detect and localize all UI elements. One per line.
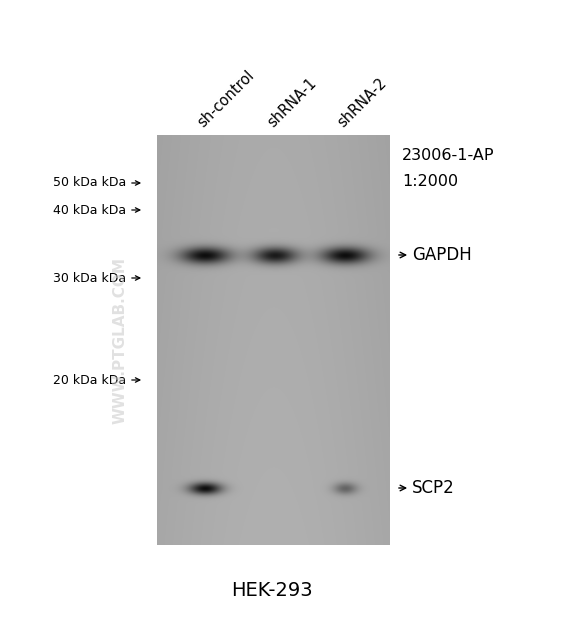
Text: sh-control: sh-control	[194, 68, 257, 130]
Text: HEK-293: HEK-293	[231, 580, 313, 600]
Text: WWW.PTGLAB.COM: WWW.PTGLAB.COM	[113, 257, 128, 423]
Text: 20 kDa kDa: 20 kDa kDa	[53, 373, 126, 386]
Text: 40 kDa kDa: 40 kDa kDa	[53, 203, 126, 216]
Text: 50 kDa kDa: 50 kDa kDa	[53, 177, 126, 190]
Text: SCP2: SCP2	[412, 479, 455, 497]
Text: 1:2000: 1:2000	[402, 174, 458, 190]
Text: GAPDH: GAPDH	[412, 246, 472, 264]
Text: shRNA-2: shRNA-2	[335, 75, 389, 130]
Text: shRNA-1: shRNA-1	[264, 75, 319, 130]
Text: 30 kDa kDa: 30 kDa kDa	[53, 272, 126, 285]
Text: 23006-1-AP: 23006-1-AP	[402, 148, 495, 162]
